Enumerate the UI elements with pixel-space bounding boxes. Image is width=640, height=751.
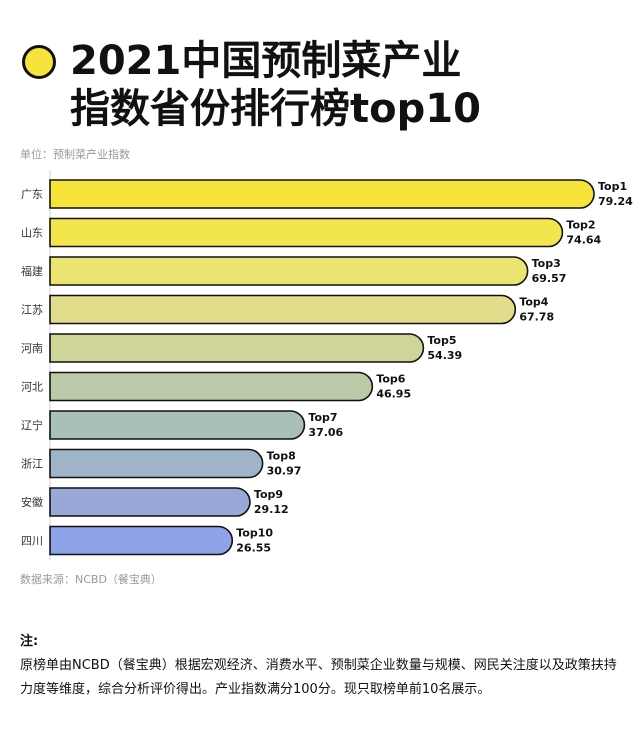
page-title-line-2: 指数省份排行榜top10 bbox=[70, 86, 481, 132]
value-label: 30.97 bbox=[267, 465, 302, 478]
rank-label: Top8 bbox=[267, 450, 296, 463]
rank-label: Top5 bbox=[427, 334, 456, 347]
rank-label: Top10 bbox=[236, 527, 273, 540]
rank-label: Top4 bbox=[519, 296, 548, 309]
page-title-line-1: 2021中国预制菜产业 bbox=[70, 38, 462, 84]
rank-label: Top1 bbox=[598, 180, 627, 193]
category-label: 河南 bbox=[21, 342, 43, 355]
unit-label: 单位：预制菜产业指数 bbox=[20, 148, 130, 161]
value-label: 37.06 bbox=[308, 426, 343, 439]
value-label: 67.78 bbox=[519, 311, 554, 324]
category-label: 安徽 bbox=[21, 495, 43, 509]
value-label: 46.95 bbox=[376, 388, 411, 401]
category-label: 浙江 bbox=[21, 458, 43, 471]
rank-label: Top6 bbox=[376, 373, 405, 386]
bar bbox=[49, 525, 233, 556]
data-source: 数据来源：NCBD（餐宝典） bbox=[20, 573, 162, 586]
rank-label: Top3 bbox=[532, 257, 561, 270]
value-label: 69.57 bbox=[532, 272, 567, 285]
note-body: 原榜单由NCBD（餐宝典）根据宏观经济、消费水平、预制菜企业数量与规模、网民关注… bbox=[20, 658, 617, 697]
header: 2021中国预制菜产业 指数省份排行榜top10 bbox=[0, 0, 640, 140]
bar bbox=[49, 448, 264, 479]
value-label: 74.64 bbox=[566, 234, 601, 247]
bar bbox=[49, 410, 306, 440]
bar-chart: 广东 Top1 79.24 山东 Top2 74.64 福建 Top3 69.57 江苏 Top4 6… bbox=[21, 170, 633, 560]
value-label: 26.55 bbox=[236, 542, 271, 555]
bar bbox=[49, 217, 564, 248]
yellow-dot-icon bbox=[22, 45, 56, 79]
bar bbox=[49, 179, 595, 209]
value-label: 54.39 bbox=[427, 349, 462, 362]
bar bbox=[49, 487, 251, 517]
category-label: 福建 bbox=[21, 264, 43, 278]
value-label: 29.12 bbox=[254, 503, 289, 516]
bar bbox=[49, 371, 374, 402]
note-title: 注: bbox=[20, 634, 39, 649]
rank-label: Top9 bbox=[254, 488, 283, 501]
note-section: 注: 原榜单由NCBD（餐宝典）根据宏观经济、消费水平、预制菜企业数量与规模、网… bbox=[20, 632, 620, 702]
category-label: 江苏 bbox=[21, 304, 43, 317]
bar bbox=[49, 294, 517, 325]
category-label: 山东 bbox=[21, 227, 43, 240]
rank-label: Top7 bbox=[308, 411, 337, 424]
bar bbox=[49, 256, 529, 286]
category-label: 河北 bbox=[21, 381, 43, 394]
category-label: 广东 bbox=[21, 188, 43, 201]
rank-label: Top2 bbox=[566, 219, 595, 232]
category-label: 辽宁 bbox=[21, 418, 43, 432]
category-label: 四川 bbox=[21, 535, 43, 548]
bar bbox=[49, 333, 425, 363]
value-label: 79.24 bbox=[598, 195, 633, 208]
